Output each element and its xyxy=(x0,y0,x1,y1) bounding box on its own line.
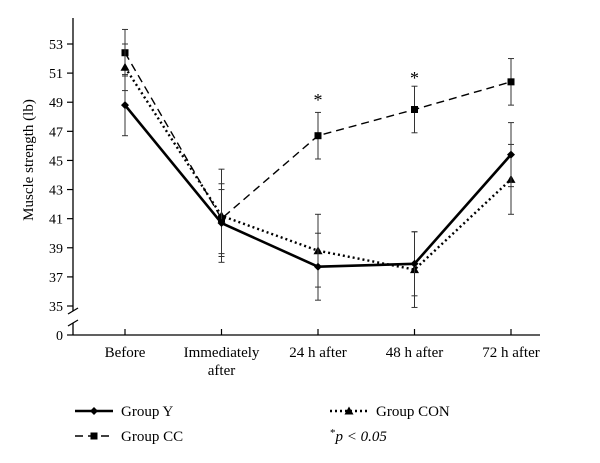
group-y-point xyxy=(507,150,515,159)
y-tick-label: 49 xyxy=(49,96,63,111)
group-y-point xyxy=(217,219,226,228)
legend-marker-group-cc xyxy=(90,432,98,440)
group-y-point xyxy=(314,262,322,271)
y-tick-label: 45 xyxy=(49,154,63,169)
group-y-point xyxy=(410,259,419,268)
annotations: ** xyxy=(314,68,420,110)
legend-entry-group-cc: Group CC xyxy=(75,429,183,445)
y-tick-label: 51 xyxy=(49,67,63,82)
legend-marker-group-y xyxy=(90,407,98,415)
legend-entry-group-con: Group CON xyxy=(330,404,450,420)
series-group xyxy=(120,28,516,308)
x-tick-label: 48 h after xyxy=(386,345,443,361)
group-y-series xyxy=(121,74,515,301)
significance-footnote: *p < 0.05 xyxy=(330,427,387,445)
x-tick-label: Immediately after xyxy=(184,345,260,379)
significance-marker: * xyxy=(410,68,419,88)
legend: Group Y Group CC Group CON *p < 0.05 xyxy=(75,404,450,445)
axis-break-mark-upper xyxy=(67,307,79,315)
y-axis-ticks: 53 51 49 47 45 43 41 39 37 35 0 xyxy=(49,38,73,344)
group-con-point xyxy=(120,62,130,71)
group-y-point xyxy=(121,101,129,110)
y-axis-title: Muscle strength (lb) xyxy=(21,99,37,221)
x-tick-label: 72 h after xyxy=(482,345,539,361)
legend-label-group-y: Group Y xyxy=(121,404,174,420)
x-axis-ticks: Before Immediately after 24 h after 48 h aft… xyxy=(105,329,540,379)
y-tick-label: 0 xyxy=(56,329,63,344)
x-tick-label: 24 h after xyxy=(289,345,346,361)
group-cc-point xyxy=(411,106,418,113)
axis-break-mark-lower xyxy=(67,319,79,327)
y-tick-label: 41 xyxy=(49,213,63,228)
legend-label-group-con: Group CON xyxy=(376,404,450,420)
y-tick-label: 43 xyxy=(49,184,63,199)
y-tick-label: 47 xyxy=(49,125,63,140)
y-tick-label: 39 xyxy=(49,242,63,257)
group-cc-point xyxy=(507,78,515,86)
legend-label-group-cc: Group CC xyxy=(121,429,183,445)
y-tick-label: 53 xyxy=(49,38,63,53)
y-tick-label: 35 xyxy=(49,300,63,315)
group-cc-point xyxy=(314,132,322,140)
axes xyxy=(67,18,540,336)
y-tick-label: 37 xyxy=(49,271,63,286)
significance-marker: * xyxy=(314,90,323,110)
legend-marker-group-con xyxy=(344,406,354,415)
legend-entry-group-y: Group Y xyxy=(75,404,174,420)
x-tick-label: Before xyxy=(105,345,146,361)
